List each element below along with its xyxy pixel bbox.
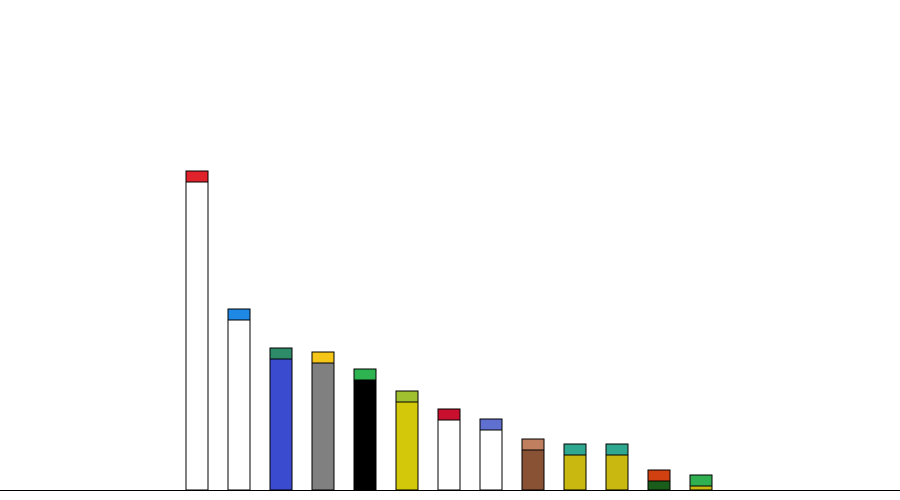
bar-segment — [395, 401, 419, 491]
bar-segment — [479, 418, 503, 431]
bar-segment — [353, 379, 377, 491]
bar-segment — [479, 429, 503, 491]
bar-segment — [185, 170, 209, 183]
bar-segment — [437, 419, 461, 491]
bar-segment — [437, 408, 461, 421]
bar-segment — [311, 362, 335, 491]
bar-segment — [269, 347, 293, 360]
bar-segment — [647, 480, 671, 491]
bar-segment — [521, 449, 545, 491]
bar-segment — [227, 308, 251, 321]
bar-segment — [269, 358, 293, 491]
bar-segment — [185, 181, 209, 491]
bar-segment — [395, 390, 419, 403]
bar-segment — [605, 443, 629, 456]
bar-segment — [227, 319, 251, 491]
bar-segment — [689, 485, 713, 491]
bar-segment — [563, 443, 587, 456]
bar-segment — [311, 351, 335, 364]
bar-segment — [647, 469, 671, 482]
bar-segment — [353, 368, 377, 381]
bar-segment — [563, 454, 587, 491]
bar-segment — [521, 438, 545, 451]
bar-segment — [605, 454, 629, 491]
bar-segment — [689, 474, 713, 487]
